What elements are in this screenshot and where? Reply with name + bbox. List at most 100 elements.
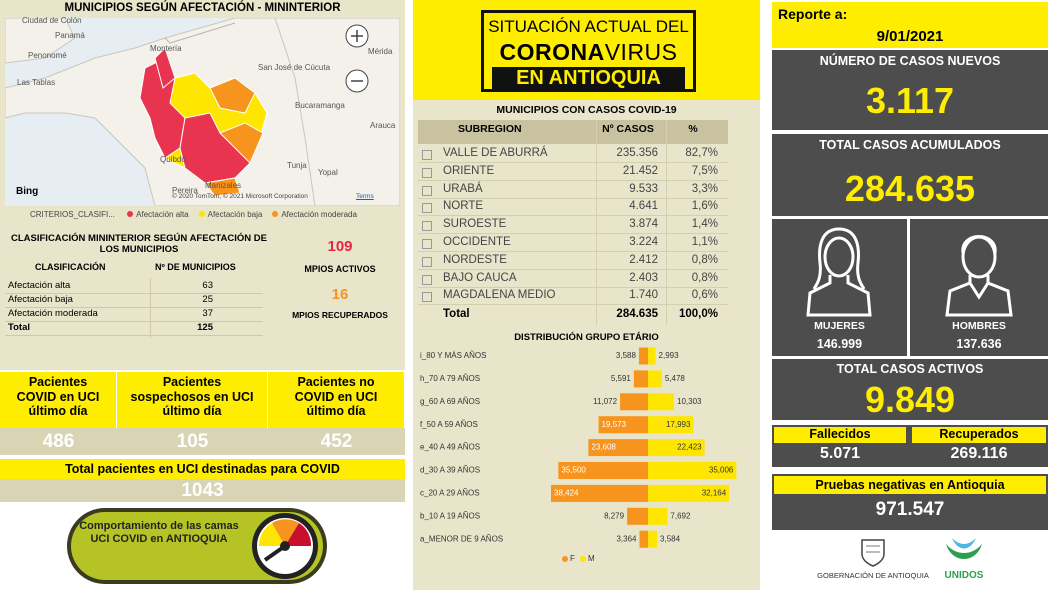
table-cell: 7,5%	[691, 164, 718, 177]
bar	[558, 462, 648, 479]
negative-tests-value: 971.547	[875, 499, 945, 520]
total-cases-label: TOTAL CASOS ACUMULADOS	[819, 138, 1001, 152]
deaths-label: Fallecidos	[774, 427, 906, 443]
bar	[588, 439, 648, 457]
report-label: Reporte a:	[778, 6, 848, 22]
table-row	[5, 308, 263, 322]
value-label: 3,364	[616, 534, 637, 543]
row-expand[interactable]	[422, 256, 432, 267]
table-cell: 25	[202, 294, 213, 305]
recovered-municipalities: 16	[331, 286, 349, 303]
value-label: 10,303	[677, 397, 702, 406]
women-box: MUJERES 146.999	[772, 219, 907, 356]
row-expand[interactable]	[422, 274, 432, 285]
legend-label: F	[570, 554, 575, 563]
y-tick-label: h_70 A 79 AÑOS	[420, 374, 480, 383]
government-shield	[861, 539, 885, 567]
active-cases-value: 9.849	[864, 379, 956, 420]
row-expand[interactable]	[422, 239, 432, 249]
table-cell: 0,8%	[691, 253, 718, 266]
legend-label: Afectación moderada	[281, 210, 357, 219]
map-label: Las Tablas	[17, 78, 56, 87]
map-label: Ciudad de Colón	[22, 16, 82, 25]
legend-field: CRITERIOS_CLASIFI...	[30, 210, 115, 219]
legend-swatch	[562, 556, 568, 562]
y-tick-label: c_20 A 29 AÑOS	[420, 489, 480, 498]
bar	[638, 347, 648, 365]
table-cell: 2.403	[629, 271, 658, 284]
government-label: GOBERNACIÓN DE ANTIOQUIA	[817, 571, 929, 580]
value-label: 5,591	[611, 374, 632, 383]
table-cell: VALLE DE ABURRÁ	[443, 147, 548, 159]
deaths-value: 5.071	[819, 445, 861, 462]
active-label: MPIOS ACTIVOS	[304, 264, 376, 274]
map-label: Manizales	[205, 181, 242, 190]
table-row-line	[418, 286, 728, 288]
map-label: Pereira	[172, 186, 198, 195]
value-label: 19,573	[602, 420, 627, 429]
map-attribution: © 2020 TomTom, © 2021 Microsoft Corporat…	[172, 193, 308, 200]
logo-virus: VIRUS	[604, 39, 678, 65]
uci-total-value: 1043	[0, 479, 405, 502]
map[interactable]	[5, 18, 400, 206]
bar	[627, 507, 648, 525]
bar	[648, 393, 675, 411]
row-expand[interactable]	[422, 292, 432, 303]
men-value: 137.636	[956, 337, 1002, 351]
bar	[648, 347, 656, 365]
row-expand[interactable]	[422, 203, 432, 214]
table-cell: 0,8%	[691, 271, 718, 284]
table-cell: 0,6%	[691, 289, 718, 302]
row-expand[interactable]	[422, 185, 432, 196]
active-cases-box: TOTAL CASOS ACTIVOS 9.849	[772, 359, 1048, 420]
uci-button-label[interactable]: Comportamiento de las camas UCI COVID en…	[79, 520, 239, 545]
value-label: 2,993	[659, 351, 680, 360]
y-tick-label: b_10 A 19 AÑOS	[420, 511, 480, 520]
bar	[648, 507, 668, 525]
row-expand[interactable]	[422, 221, 432, 232]
map-label: San José de Cúcuta	[258, 63, 331, 72]
table-row-line	[418, 233, 728, 235]
table-cell: MAGDALENA MEDIO	[443, 289, 556, 302]
new-cases-label: NÚMERO DE CASOS NUEVOS	[819, 54, 1001, 68]
value-label: 35,500	[561, 466, 586, 475]
new-cases-box: NÚMERO DE CASOS NUEVOS 3.117	[772, 50, 1048, 130]
table-row	[5, 294, 263, 308]
y-tick-label: e_40 A 49 AÑOS	[420, 443, 480, 452]
report-header: Reporte a: 9/01/2021	[772, 2, 1048, 48]
map-label: Yopal	[318, 168, 338, 177]
table-cell: Afectación moderada	[8, 308, 98, 319]
row-expand[interactable]	[422, 150, 432, 160]
legend-swatch	[127, 211, 134, 217]
unidos-label: UNIDOS	[944, 570, 984, 581]
legend-item: Afectación moderada	[272, 210, 357, 219]
value-label: 11,072	[593, 397, 617, 406]
table-cell: 63	[202, 280, 213, 291]
table-cell: Afectación alta	[8, 280, 71, 291]
active-municipalities: 109	[327, 238, 353, 255]
value-label: 35,006	[709, 466, 734, 475]
table-row	[5, 280, 263, 294]
gauge-icon	[252, 513, 318, 579]
map-label: Penonomé	[28, 51, 67, 60]
table-row-line	[418, 268, 728, 270]
chart-title: DISTRIBUCIÓN GRUPO ETÁRIO	[514, 332, 659, 343]
women-label: MUJERES	[814, 320, 865, 332]
row-expand[interactable]	[422, 167, 432, 178]
legend-swatch	[580, 556, 586, 562]
table-row-line	[418, 179, 728, 181]
map-provider: Bing	[16, 186, 39, 197]
uci-button[interactable]: Comportamiento de las camas UCI COVID en…	[67, 508, 327, 584]
logo-line3: EN ANTIOQUIA	[492, 67, 685, 89]
recovered-label: MPIOS RECUPERADOS	[292, 310, 388, 320]
men-icon	[945, 235, 1013, 317]
table-total: 284.635	[616, 308, 658, 320]
table-row-line	[418, 215, 728, 217]
table-cell: 1,1%	[691, 236, 718, 248]
map-terms[interactable]: Terms	[356, 193, 374, 200]
men-box: HOMBRES 137.636	[910, 219, 1048, 356]
map-label: Tunja	[287, 161, 307, 170]
uci-value: 105	[117, 428, 269, 455]
legend-item: Afectación baja	[198, 210, 262, 219]
